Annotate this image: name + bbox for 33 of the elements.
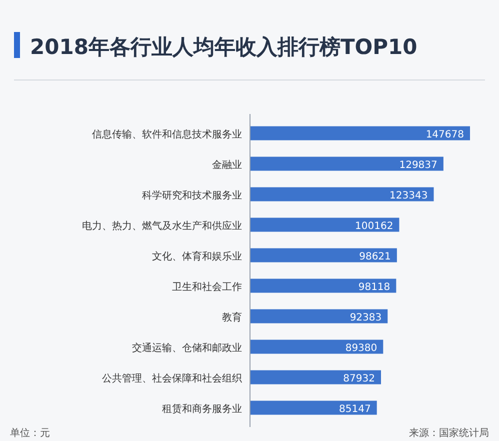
data-label: 147678 xyxy=(426,129,464,140)
bar xyxy=(250,340,384,354)
data-label: 87932 xyxy=(343,373,375,384)
bar xyxy=(250,370,381,384)
bar xyxy=(250,187,434,202)
y-tick-label: 公共管理、社会保障和社会组织 xyxy=(102,372,242,384)
bar xyxy=(250,156,444,171)
data-label: 129837 xyxy=(399,160,438,171)
bar xyxy=(250,126,470,140)
y-tick-label: 教育 xyxy=(222,311,242,324)
bar xyxy=(250,400,377,415)
y-tick-label: 交通运输、仓储和邮政业 xyxy=(132,342,242,354)
y-tick-label: 文化、体育和娱乐业 xyxy=(152,250,242,262)
chart-title: 2018年各行业人均年收入排行榜TOP10 xyxy=(30,35,418,59)
text: 单位：元 xyxy=(10,427,50,439)
y-tick-label: 卫生和社会工作 xyxy=(172,280,242,293)
data-label: 89380 xyxy=(345,342,378,354)
data-label: 98621 xyxy=(359,251,391,262)
y-tick-label: 金融业 xyxy=(212,158,242,171)
y-tick-label: 租赁和商务服务业 xyxy=(162,402,242,415)
bar xyxy=(250,248,397,262)
data-label: 98118 xyxy=(358,282,390,293)
data-label: 100162 xyxy=(355,220,394,232)
data-label: 85147 xyxy=(339,404,371,415)
data-label: 123343 xyxy=(390,190,428,202)
data-label: 92383 xyxy=(350,312,382,324)
source-note: 来源：国家统计局 xyxy=(409,427,489,439)
y-tick-label: 信息传输、软件和信息技术服务业 xyxy=(92,128,242,140)
bar xyxy=(250,218,400,232)
bar xyxy=(250,309,388,324)
y-tick-label: 电力、热力、燃气及水生产和供应业 xyxy=(82,220,242,232)
y-tick-label: 科学研究和技术服务业 xyxy=(142,189,242,202)
bar xyxy=(250,278,396,293)
